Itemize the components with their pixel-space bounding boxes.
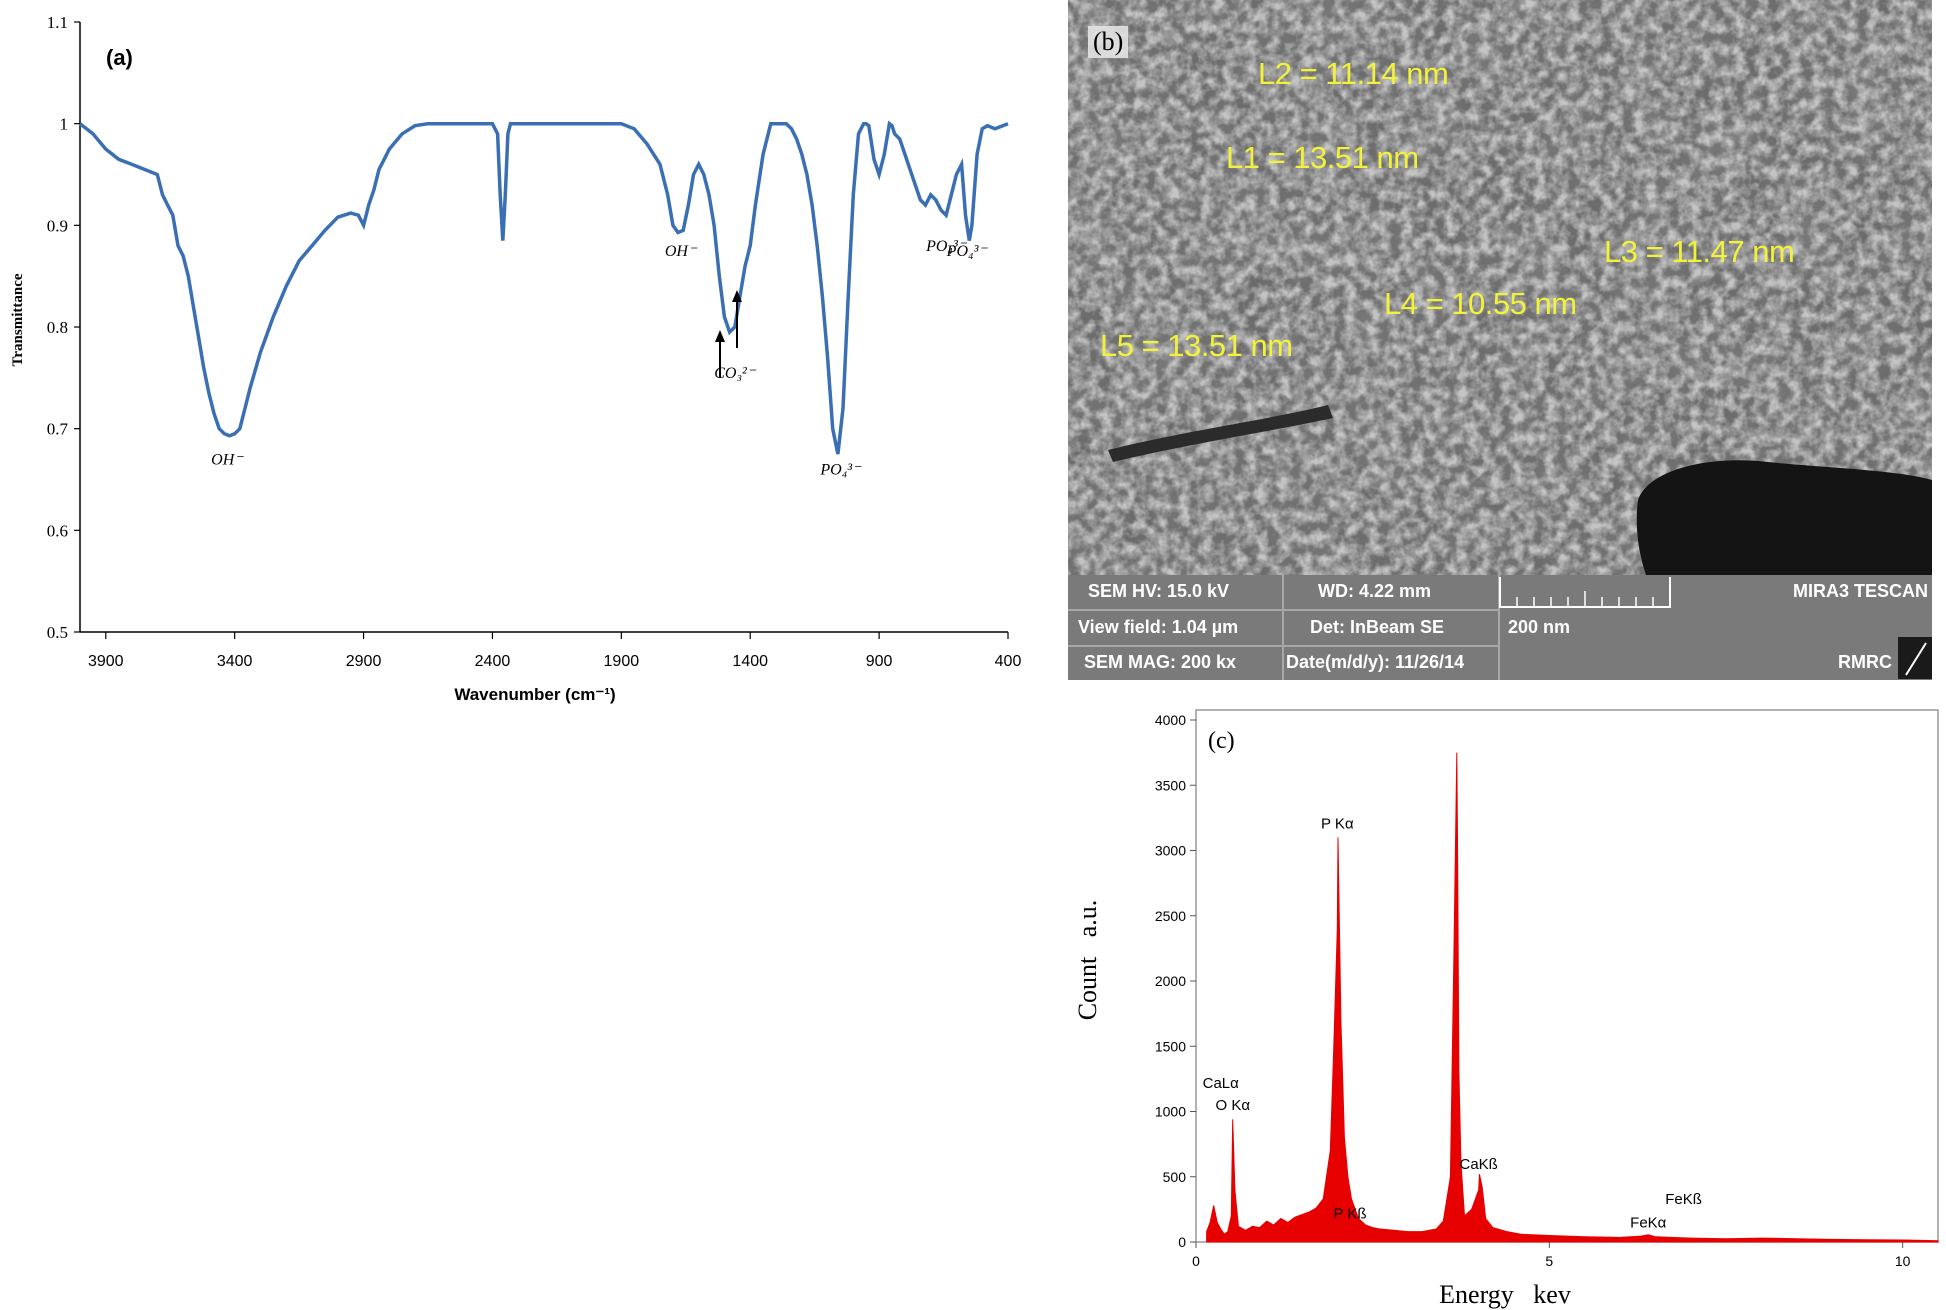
sem-dark-pore: [1636, 460, 1932, 580]
sem-date: Date(m/d/y): 11/26/14: [1286, 652, 1465, 672]
ftir-x-tick-label: 2900: [346, 653, 382, 670]
sem-measure-l2: L2 = 11.14 nm: [1258, 56, 1449, 91]
ftir-axes: [79, 22, 1008, 633]
edx-x-axis-title: Energy kev: [1439, 1280, 1571, 1309]
edx-y-tick-label: 0: [1178, 1234, 1186, 1250]
edx-y-tick-label: 2000: [1155, 973, 1186, 989]
ftir-x-tick-label: 1900: [604, 653, 640, 670]
ftir-peak-label: OH⁻: [211, 451, 244, 468]
sem-scale-label: 200 nm: [1508, 617, 1571, 637]
ftir-panel-label: (a): [106, 45, 133, 70]
ftir-chart: 0.5 0.6 0.7 0.8 0.9 1 1.1 3900 3400 2900 2400 1900 1…: [10, 13, 1022, 704]
sem-image: (b) L2 = 11.14 nm L1 = 13.51 nm L3 = 11.…: [1068, 0, 1932, 680]
sem-info-bar: SEM HV: 15.0 kV WD: 4.22 mm View field: …: [1068, 575, 1932, 680]
sem-texture: [1068, 0, 1932, 680]
ftir-peak-label: PO₄³⁻: [819, 461, 862, 478]
edx-chart: 0 500 1000 1500 2000 2500 3000 3500 4000 0 5 10 CaL…: [1073, 709, 1939, 1309]
ftir-y-tick-label: 0.5: [47, 623, 68, 642]
sem-hv: SEM HV: 15.0 kV: [1088, 581, 1230, 601]
edx-panel-label: (c): [1208, 728, 1235, 754]
carbonate-arrows: [715, 290, 742, 378]
ftir-y-tick-label: 1.1: [47, 13, 68, 32]
ftir-peak-label: OH⁻: [665, 243, 698, 260]
edx-peak-label: FeKß: [1665, 1191, 1702, 1208]
sem-measure-l1: L1 = 13.51 nm: [1226, 140, 1419, 175]
sem-measure-l5: L5 = 13.51 nm: [1100, 328, 1293, 363]
edx-x-tick-label: 5: [1545, 1253, 1553, 1269]
edx-ticks: 0 500 1000 1500 2000 2500 3000 3500 4000 0 5 10: [1155, 712, 1911, 1269]
sem-brand: MIRA3 TESCAN: [1792, 581, 1928, 601]
edx-annotations: CaLα O Kα P Kα P Kß CaKß FeKß FeKα: [1203, 815, 1702, 1231]
edx-y-tick-label: 1500: [1155, 1038, 1186, 1054]
edx-peak-label: CaLα: [1203, 1075, 1240, 1092]
sem-logo-icon: [1898, 637, 1932, 679]
ftir-x-tick-label: 3900: [88, 653, 124, 670]
ftir-y-tick-label: 0.9: [47, 216, 68, 235]
edx-peak-label: CaKß: [1459, 1156, 1497, 1173]
ftir-x-tick-label: 900: [866, 653, 893, 670]
sem-magnification: SEM MAG: 200 kx: [1084, 652, 1237, 672]
edx-y-tick-label: 3000: [1155, 843, 1186, 859]
ftir-y-tick-label: 0.6: [47, 521, 68, 540]
edx-x-tick-label: 10: [1895, 1253, 1911, 1269]
ftir-spectrum-line: [78, 120, 1009, 455]
ftir-y-axis-title: Transmittance: [10, 273, 26, 366]
ftir-y-tick-label: 1: [60, 115, 69, 134]
ftir-y-tick-label: 0.7: [47, 420, 69, 439]
edx-peak-label: P Kα: [1321, 815, 1354, 832]
ftir-x-tick-label: 400: [995, 653, 1022, 670]
edx-y-tick-label: 4000: [1155, 712, 1186, 728]
edx-peak-label: FeKα: [1630, 1215, 1667, 1232]
sem-measure-l3: L3 = 11.47 nm: [1604, 234, 1795, 269]
sem-view-field: View field: 1.04 µm: [1078, 617, 1239, 637]
sem-measure-l4: L4 = 10.55 nm: [1384, 286, 1577, 321]
edx-spectrum: [1206, 752, 1939, 1243]
edx-y-tick-label: 1000: [1155, 1104, 1186, 1120]
ftir-ticks: 0.5 0.6 0.7 0.8 0.9 1 1.1 3900 3400 2900 2400 1900 1…: [47, 13, 1022, 670]
edx-peak-label: O Kα: [1215, 1097, 1250, 1114]
ftir-peak-label: CO₃²⁻: [714, 365, 757, 382]
sem-detector: Det: InBeam SE: [1310, 617, 1445, 637]
edx-peak-label: P Kß: [1334, 1206, 1367, 1223]
ftir-peak-label: PO₄³⁻: [946, 243, 989, 260]
edx-frame: [1195, 709, 1939, 1243]
edx-x-tick-label: 0: [1192, 1253, 1200, 1269]
ftir-x-tick-label: 3400: [217, 653, 253, 670]
edx-y-tick-label: 2500: [1155, 908, 1186, 924]
arrowhead-left: [715, 330, 725, 342]
edx-spectrum-area: [1206, 752, 1939, 1243]
edx-y-tick-label: 500: [1163, 1169, 1187, 1185]
ftir-annotations: OH⁻OH⁻CO₃²⁻PO₄³⁻PO₄³⁻PO₄³⁻: [211, 238, 988, 479]
sem-scale-bar: [1499, 577, 1671, 608]
ftir-y-tick-label: 0.8: [47, 318, 68, 337]
arrowhead-right: [732, 290, 742, 302]
edx-y-axis-title: Count a.u.: [1073, 900, 1102, 1021]
sem-panel-label: (b): [1088, 26, 1129, 58]
sem-wd: WD: 4.22 mm: [1318, 581, 1432, 601]
ftir-x-tick-label: 2400: [475, 653, 511, 670]
sem-dark-crack: [1108, 405, 1333, 462]
sem-lab: RMRC: [1838, 652, 1892, 672]
edx-y-tick-label: 3500: [1155, 777, 1186, 793]
ftir-peak-label: PO₄³⁻: [925, 238, 968, 255]
ftir-x-tick-label: 1400: [732, 653, 768, 670]
ftir-x-axis-title: Wavenumber (cm⁻¹): [454, 685, 615, 704]
